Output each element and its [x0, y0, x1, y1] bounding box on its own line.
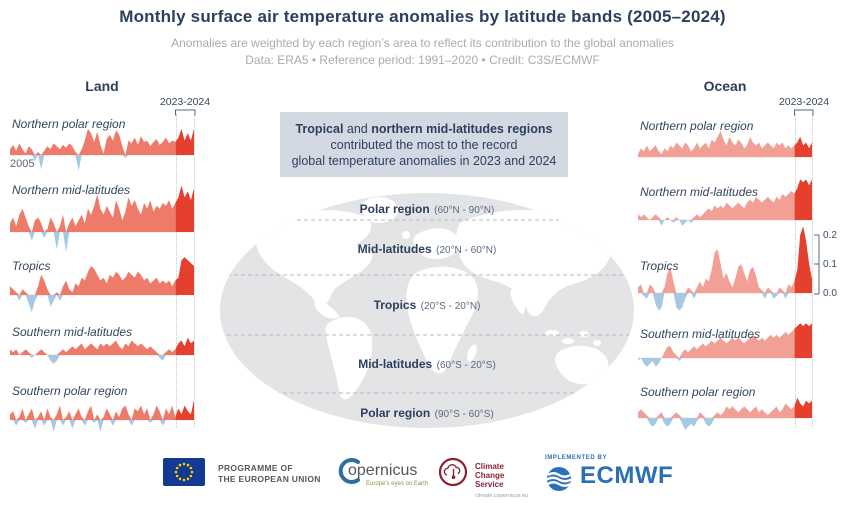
- area-chart-ocean-northern-polar: [638, 130, 812, 158]
- annotation-line-3: global temperature anomalies in 2023 and…: [291, 154, 557, 168]
- area-chart-ocean-northern-midlat: [638, 179, 812, 226]
- ocean-label-southern-midlat: Southern mid-latitudes: [640, 327, 761, 341]
- area-chart-land-southern-midlat: [10, 337, 194, 364]
- ocean-label-northern-polar: Northern polar region: [640, 119, 754, 133]
- land-label-northern-midlat: Northern mid-latitudes: [12, 183, 131, 197]
- land-column-title: Land: [85, 78, 119, 94]
- page-title: Monthly surface air temperature anomalie…: [119, 7, 726, 26]
- land-label-northern-polar: Northern polar region: [12, 117, 126, 131]
- ecmwf-globe-icon: [546, 467, 572, 491]
- ocean-label-northern-midlat: Northern mid-latitudes: [640, 185, 759, 199]
- eu-programme-text: PROGRAMME OF THE EUROPEAN UNION: [218, 463, 321, 485]
- implemented-by-label: IMPLEMENTED BY: [545, 455, 608, 461]
- area-chart-land-northern-polar: [10, 128, 194, 171]
- ocean-column-title: Ocean: [703, 78, 747, 94]
- subtitle-data-credit: Data: ERA5 • Reference period: 1991–2020…: [245, 53, 600, 67]
- c3s-url: climate.copernicus.eu: [475, 493, 529, 499]
- ocean-highlight-period-label: 2023-2024: [778, 96, 830, 108]
- eu-programme-line2: THE EUROPEAN UNION: [218, 474, 321, 484]
- copernicus-wordmark: opernicus: [348, 462, 418, 479]
- land-highlight-guide-left: [176, 114, 177, 428]
- eu-flag-logo: [163, 458, 205, 486]
- annotation-bold-midlat: northern mid-latitudes regions: [371, 122, 553, 136]
- area-chart-ocean-southern-midlat: [638, 323, 812, 367]
- land-highlight-guide-right: [194, 114, 195, 428]
- c3s-name-line2: Change Service: [475, 471, 505, 489]
- land-label-tropics: Tropics: [12, 259, 51, 273]
- y-axis-line: [814, 234, 820, 295]
- subtitle-weighting-note: Anomalies are weighted by each region’s …: [171, 36, 674, 50]
- start-year-label: 2005: [10, 158, 35, 170]
- land-label-southern-midlat: Southern mid-latitudes: [12, 325, 133, 339]
- band-label-tropics: Tropics (20°S - 20°N): [373, 298, 481, 312]
- land-highlight-period-label: 2023-2024: [159, 96, 211, 108]
- ocean-highlight-bracket: [794, 109, 814, 116]
- ocean-highlight-guide-right: [812, 114, 813, 428]
- y-tick-0-2: 0.2: [823, 230, 837, 241]
- ocean-label-southern-polar: Southern polar region: [640, 385, 756, 399]
- copernicus-c-swoosh-icon: [338, 458, 360, 484]
- annotation-mid-text: and: [343, 122, 372, 136]
- annotation-bold-tropical: Tropical: [295, 122, 344, 136]
- y-tick-0-1: 0.1: [823, 259, 837, 270]
- band-label-polar-north: Polar region (60°N - 90°N): [359, 202, 495, 216]
- world-map: [220, 193, 634, 428]
- ocean-highlight-guide-left: [795, 114, 796, 428]
- annotation-line-1: Tropical and northern mid-latitudes regi…: [280, 121, 568, 137]
- area-chart-land-tropics: [10, 257, 194, 313]
- annotation-line-2: contributed the most to the record: [330, 138, 518, 152]
- copernicus-tagline: Europe's eyes on Earth: [366, 481, 429, 487]
- c3s-cloud-thermometer-icon: [438, 457, 468, 487]
- annotation-box: Tropical and northern mid-latitudes regi…: [280, 112, 568, 177]
- area-chart-land-northern-midlat: [10, 185, 194, 253]
- ecmwf-wordmark: ECMWF: [580, 462, 674, 489]
- area-chart-land-southern-polar: [10, 399, 194, 432]
- land-label-southern-polar: Southern polar region: [12, 384, 128, 398]
- eu-programme-line1: PROGRAMME OF: [218, 463, 293, 473]
- continents: [256, 197, 623, 403]
- ecmwf-logo: IMPLEMENTED BY ECMWF: [545, 455, 673, 491]
- area-chart-ocean-southern-polar: [638, 397, 812, 430]
- band-label-midlat-north: Mid-latitudes (20°N - 60°N): [357, 242, 497, 256]
- area-chart-ocean-tropics: [638, 226, 812, 311]
- ocean-label-tropics: Tropics: [640, 259, 679, 273]
- y-tick-0-0: 0.0: [823, 288, 837, 299]
- land-highlight-bracket: [175, 109, 196, 116]
- c3s-name-line1: Climate: [475, 462, 504, 471]
- band-label-polar-south: Polar region (90°S - 60°S): [360, 406, 494, 420]
- band-label-midlat-south: Mid-latitudes (60°S - 20°S): [358, 357, 496, 371]
